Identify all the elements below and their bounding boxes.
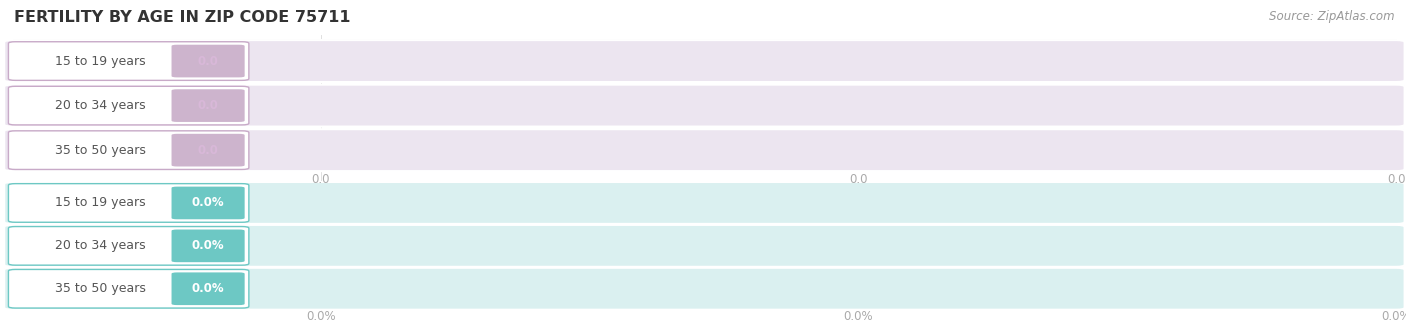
FancyBboxPatch shape	[172, 273, 245, 305]
Text: 0.0: 0.0	[198, 144, 218, 157]
FancyBboxPatch shape	[8, 42, 249, 81]
FancyBboxPatch shape	[172, 230, 245, 262]
Text: 0.0: 0.0	[1386, 173, 1406, 186]
Text: 35 to 50 years: 35 to 50 years	[55, 282, 146, 295]
FancyBboxPatch shape	[4, 129, 1405, 171]
FancyBboxPatch shape	[172, 45, 245, 78]
FancyBboxPatch shape	[4, 225, 1405, 267]
Text: 35 to 50 years: 35 to 50 years	[55, 144, 146, 157]
FancyBboxPatch shape	[4, 182, 1405, 224]
Text: 20 to 34 years: 20 to 34 years	[55, 99, 146, 112]
Text: 0.0%: 0.0%	[1381, 310, 1406, 323]
Text: 0.0: 0.0	[849, 173, 868, 186]
Text: 0.0%: 0.0%	[844, 310, 873, 323]
Text: 20 to 34 years: 20 to 34 years	[55, 239, 146, 252]
Text: 0.0%: 0.0%	[191, 239, 225, 252]
Text: 15 to 19 years: 15 to 19 years	[55, 54, 146, 68]
FancyBboxPatch shape	[4, 268, 1405, 310]
FancyBboxPatch shape	[172, 89, 245, 122]
Text: 15 to 19 years: 15 to 19 years	[55, 196, 146, 210]
FancyBboxPatch shape	[8, 183, 249, 222]
Text: 0.0: 0.0	[311, 173, 330, 186]
Text: 0.0%: 0.0%	[305, 310, 336, 323]
FancyBboxPatch shape	[8, 226, 249, 265]
Text: 0.0: 0.0	[198, 99, 218, 112]
FancyBboxPatch shape	[4, 40, 1405, 82]
Text: 0.0%: 0.0%	[191, 196, 225, 210]
FancyBboxPatch shape	[4, 84, 1405, 126]
Text: 0.0: 0.0	[198, 54, 218, 68]
FancyBboxPatch shape	[8, 269, 249, 308]
Text: FERTILITY BY AGE IN ZIP CODE 75711: FERTILITY BY AGE IN ZIP CODE 75711	[14, 10, 350, 25]
Text: Source: ZipAtlas.com: Source: ZipAtlas.com	[1270, 10, 1395, 23]
FancyBboxPatch shape	[8, 131, 249, 170]
FancyBboxPatch shape	[172, 187, 245, 219]
Text: 0.0%: 0.0%	[191, 282, 225, 295]
FancyBboxPatch shape	[172, 134, 245, 166]
FancyBboxPatch shape	[8, 86, 249, 125]
